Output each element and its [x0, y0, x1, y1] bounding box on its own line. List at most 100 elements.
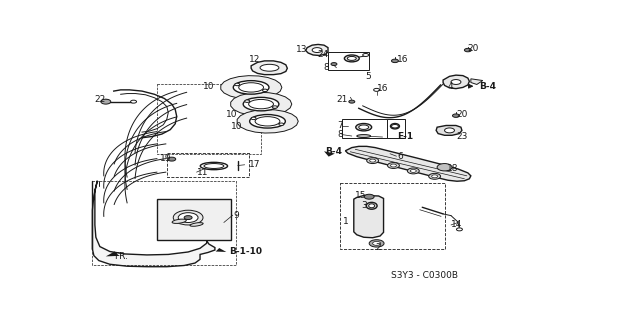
Circle shape	[131, 100, 136, 103]
Ellipse shape	[344, 55, 359, 62]
Ellipse shape	[233, 81, 269, 94]
Polygon shape	[354, 196, 383, 238]
Ellipse shape	[190, 223, 203, 226]
Bar	[157, 84, 261, 154]
Polygon shape	[106, 251, 119, 256]
Bar	[328, 52, 369, 70]
Bar	[157, 199, 231, 240]
Text: 6: 6	[397, 152, 403, 161]
Text: 8: 8	[337, 130, 343, 138]
Circle shape	[408, 168, 419, 174]
Text: E-1: E-1	[397, 131, 413, 141]
Bar	[387, 119, 405, 138]
Text: 15: 15	[355, 191, 367, 200]
Text: 10: 10	[231, 122, 243, 131]
Ellipse shape	[359, 125, 369, 130]
Text: 22: 22	[95, 95, 106, 104]
Circle shape	[370, 159, 376, 162]
Circle shape	[451, 79, 461, 85]
Circle shape	[367, 158, 379, 164]
Ellipse shape	[390, 123, 399, 129]
Circle shape	[101, 99, 111, 104]
Text: 7: 7	[337, 121, 343, 130]
Bar	[342, 119, 390, 138]
Ellipse shape	[204, 164, 224, 168]
Polygon shape	[237, 109, 298, 133]
Circle shape	[452, 114, 460, 117]
Circle shape	[465, 48, 471, 52]
Polygon shape	[221, 76, 282, 99]
Text: B-4: B-4	[326, 147, 342, 156]
Circle shape	[369, 240, 384, 247]
Text: 10: 10	[203, 82, 214, 91]
Polygon shape	[92, 181, 215, 267]
Circle shape	[364, 194, 374, 199]
Text: 21: 21	[337, 95, 348, 104]
Text: 16: 16	[376, 84, 388, 93]
Polygon shape	[346, 146, 471, 181]
Text: B-4: B-4	[479, 82, 496, 91]
Ellipse shape	[243, 97, 279, 111]
Circle shape	[251, 117, 256, 120]
Text: 5: 5	[365, 72, 371, 81]
Circle shape	[445, 128, 454, 133]
Circle shape	[392, 124, 399, 128]
Circle shape	[374, 88, 380, 91]
Text: 16: 16	[397, 55, 409, 64]
Text: 1: 1	[343, 217, 349, 226]
Circle shape	[168, 157, 176, 161]
Circle shape	[262, 89, 268, 92]
Text: 10: 10	[227, 110, 238, 119]
Circle shape	[273, 106, 277, 108]
Circle shape	[363, 54, 369, 56]
Circle shape	[178, 213, 198, 222]
Circle shape	[429, 174, 440, 179]
Ellipse shape	[250, 115, 285, 128]
Text: 20: 20	[456, 110, 467, 119]
Text: 9: 9	[234, 211, 239, 220]
Ellipse shape	[348, 56, 356, 60]
Ellipse shape	[255, 117, 280, 126]
Text: B-1-10: B-1-10	[229, 248, 262, 256]
Circle shape	[431, 175, 438, 178]
Circle shape	[349, 100, 355, 103]
Circle shape	[235, 83, 240, 86]
Circle shape	[173, 210, 203, 225]
Ellipse shape	[369, 204, 374, 208]
Text: 13: 13	[296, 45, 307, 54]
Circle shape	[456, 228, 463, 231]
Circle shape	[184, 216, 192, 219]
Polygon shape	[251, 61, 287, 75]
Text: S3Y3 - C0300B: S3Y3 - C0300B	[391, 271, 458, 280]
Text: 2: 2	[375, 242, 381, 252]
Circle shape	[437, 164, 452, 171]
Circle shape	[388, 163, 399, 168]
Text: 24: 24	[317, 50, 329, 59]
Text: 14: 14	[451, 220, 462, 229]
Text: 17: 17	[249, 160, 260, 169]
Circle shape	[312, 48, 322, 53]
Circle shape	[279, 123, 284, 125]
Circle shape	[392, 59, 399, 63]
Text: 23: 23	[456, 131, 467, 141]
Polygon shape	[216, 248, 227, 252]
Ellipse shape	[366, 202, 377, 209]
Polygon shape	[324, 151, 335, 157]
Ellipse shape	[239, 83, 264, 92]
Ellipse shape	[356, 135, 371, 137]
Circle shape	[390, 164, 396, 167]
Polygon shape	[306, 44, 328, 56]
Bar	[340, 183, 445, 249]
Text: FR.: FR.	[114, 252, 127, 261]
Bar	[167, 153, 248, 177]
Ellipse shape	[260, 64, 279, 71]
Text: 4: 4	[448, 82, 454, 91]
Circle shape	[244, 100, 250, 102]
Text: 19: 19	[160, 154, 172, 163]
Text: 18: 18	[447, 164, 458, 173]
Ellipse shape	[200, 162, 228, 170]
Text: 12: 12	[249, 55, 260, 64]
Text: 20: 20	[467, 44, 478, 53]
Polygon shape	[230, 93, 292, 116]
Bar	[92, 181, 236, 265]
